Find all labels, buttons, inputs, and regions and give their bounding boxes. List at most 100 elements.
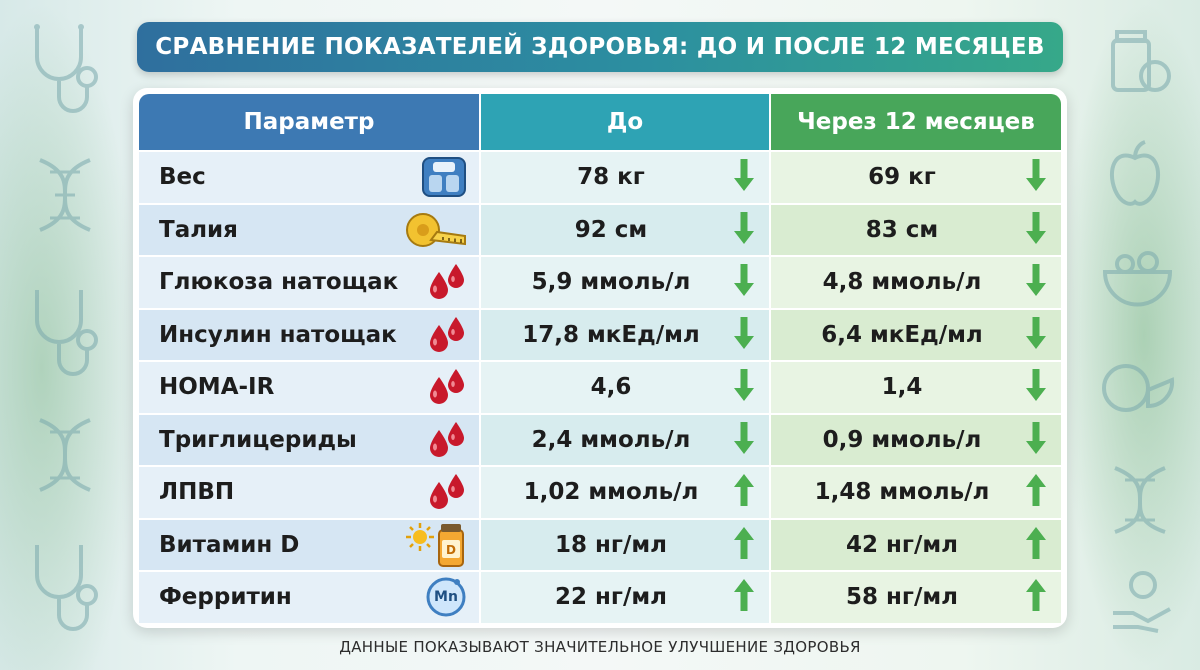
after-cell: 1,4 xyxy=(769,362,1061,413)
param-cell: HOMA-IR xyxy=(139,362,479,413)
table-row: Ферритин Mn 22 нг/мл 58 нг/мл xyxy=(139,570,1061,623)
blood-drops-icon xyxy=(427,420,467,460)
param-label: Инсулин натощак xyxy=(159,321,397,348)
param-cell: ЛПВП xyxy=(139,467,479,518)
table-row: HOMA-IR 4,6 1,4 xyxy=(139,360,1061,413)
before-cell: 92 см xyxy=(479,204,769,255)
mineral-symbol: Mn xyxy=(434,589,458,606)
before-cell: 5,9 ммоль/л xyxy=(479,257,769,308)
arrow-up-icon xyxy=(1025,578,1047,616)
table-row: Инсулин натощак 17,8 мкЕд/мл 6,4 мкЕд/мл xyxy=(139,307,1061,360)
after-value: 1,48 ммоль/л xyxy=(814,479,990,506)
table-row: Вес 78 кг 69 кг xyxy=(139,150,1061,203)
after-cell: 0,9 ммоль/л xyxy=(769,414,1061,465)
blood-drops-icon xyxy=(427,472,467,512)
blood-drops-icon xyxy=(427,262,467,302)
param-cell: Глюкоза натощак xyxy=(139,257,479,308)
after-value: 83 см xyxy=(865,216,939,243)
arrow-down-icon xyxy=(733,263,755,301)
before-cell: 17,8 мкЕд/мл xyxy=(479,309,769,360)
before-value: 17,8 мкЕд/мл xyxy=(522,321,700,348)
arrow-up-icon xyxy=(1025,473,1047,511)
title-banner: СРАВНЕНИЕ ПОКАЗАТЕЛЕЙ ЗДОРОВЬЯ: ДО И ПОС… xyxy=(137,22,1063,72)
background-right xyxy=(1060,0,1200,670)
after-value: 4,8 ммоль/л xyxy=(822,269,982,296)
param-cell: Витамин D D xyxy=(139,519,479,570)
hand-apple-icon xyxy=(1108,565,1178,635)
arrow-up-icon xyxy=(733,473,755,511)
arrow-down-icon xyxy=(733,158,755,196)
scale-icon xyxy=(421,156,467,198)
arrow-up-icon xyxy=(733,578,755,616)
param-label: Ферритин xyxy=(159,584,292,611)
before-value: 1,02 ммоль/л xyxy=(523,479,699,506)
before-value: 22 нг/мл xyxy=(555,584,667,611)
after-cell: 6,4 мкЕд/мл xyxy=(769,309,1061,360)
stethoscope-icon xyxy=(22,22,112,122)
comparison-table: Параметр До Через 12 месяцев Вес 78 кг 69 … xyxy=(133,88,1067,628)
page-title: СРАВНЕНИЕ ПОКАЗАТЕЛЕЙ ЗДОРОВЬЯ: ДО И ПОС… xyxy=(155,34,1045,60)
table-row: Витамин D D 18 нг/мл 42 нг/мл xyxy=(139,517,1061,570)
before-value: 18 нг/мл xyxy=(555,531,667,558)
param-label: ЛПВП xyxy=(159,479,235,506)
arrow-down-icon xyxy=(733,368,755,406)
before-cell: 1,02 ммоль/л xyxy=(479,467,769,518)
before-value: 78 кг xyxy=(577,164,645,191)
after-cell: 83 см xyxy=(769,204,1061,255)
table-header-row: Параметр До Через 12 месяцев xyxy=(139,94,1061,150)
arrow-down-icon xyxy=(733,316,755,354)
fruit-icon xyxy=(1098,350,1178,420)
after-cell: 58 нг/мл xyxy=(769,572,1061,623)
table-row: Талия 92 см 83 см xyxy=(139,202,1061,255)
stethoscope-icon xyxy=(22,540,112,640)
header-after: Через 12 месяцев xyxy=(769,94,1061,150)
before-cell: 78 кг xyxy=(479,152,769,203)
param-label: Вес xyxy=(159,164,206,191)
arrow-down-icon xyxy=(1025,263,1047,301)
param-label: HOMA-IR xyxy=(159,374,275,401)
after-value: 69 кг xyxy=(868,164,936,191)
arrow-down-icon xyxy=(1025,316,1047,354)
blood-drops-icon xyxy=(427,315,467,355)
after-value: 0,9 ммоль/л xyxy=(822,426,982,453)
header-before: До xyxy=(479,94,769,150)
apple-icon xyxy=(1105,140,1165,210)
dna-icon xyxy=(30,150,100,240)
arrow-down-icon xyxy=(1025,158,1047,196)
after-cell: 1,48 ммоль/л xyxy=(769,467,1061,518)
before-value: 5,9 ммоль/л xyxy=(531,269,691,296)
after-value: 42 нг/мл xyxy=(846,531,958,558)
dna-icon xyxy=(1105,460,1175,540)
after-value: 6,4 мкЕд/мл xyxy=(821,321,983,348)
arrow-down-icon xyxy=(733,211,755,249)
tape-measure-icon xyxy=(403,210,467,250)
mineral-mn-icon: Mn xyxy=(425,576,467,618)
dna-icon xyxy=(30,410,100,500)
after-cell: 42 нг/мл xyxy=(769,519,1061,570)
before-cell: 18 нг/мл xyxy=(479,519,769,570)
arrow-down-icon xyxy=(1025,421,1047,459)
vitamin-d-icon: D xyxy=(405,522,467,568)
arrow-down-icon xyxy=(733,421,755,459)
before-cell: 4,6 xyxy=(479,362,769,413)
after-value: 1,4 xyxy=(881,374,923,401)
table-row: ЛПВП 1,02 ммоль/л 1,48 ммоль/л xyxy=(139,465,1061,518)
param-cell: Инсулин натощак xyxy=(139,309,479,360)
before-value: 4,6 xyxy=(590,374,632,401)
before-cell: 22 нг/мл xyxy=(479,572,769,623)
after-cell: 69 кг xyxy=(769,152,1061,203)
after-value: 58 нг/мл xyxy=(846,584,958,611)
pill-bottle-icon xyxy=(1105,28,1175,98)
before-value: 2,4 ммоль/л xyxy=(531,426,691,453)
param-label: Триглицериды xyxy=(159,426,357,453)
param-cell: Ферритин Mn xyxy=(139,572,479,623)
arrow-up-icon xyxy=(1025,526,1047,564)
arrow-down-icon xyxy=(1025,211,1047,249)
param-label: Глюкоза натощак xyxy=(159,269,399,296)
stethoscope-icon xyxy=(22,285,112,385)
param-label: Витамин D xyxy=(159,531,300,558)
before-value: 92 см xyxy=(574,216,648,243)
after-cell: 4,8 ммоль/л xyxy=(769,257,1061,308)
param-cell: Талия xyxy=(139,204,479,255)
arrow-down-icon xyxy=(1025,368,1047,406)
